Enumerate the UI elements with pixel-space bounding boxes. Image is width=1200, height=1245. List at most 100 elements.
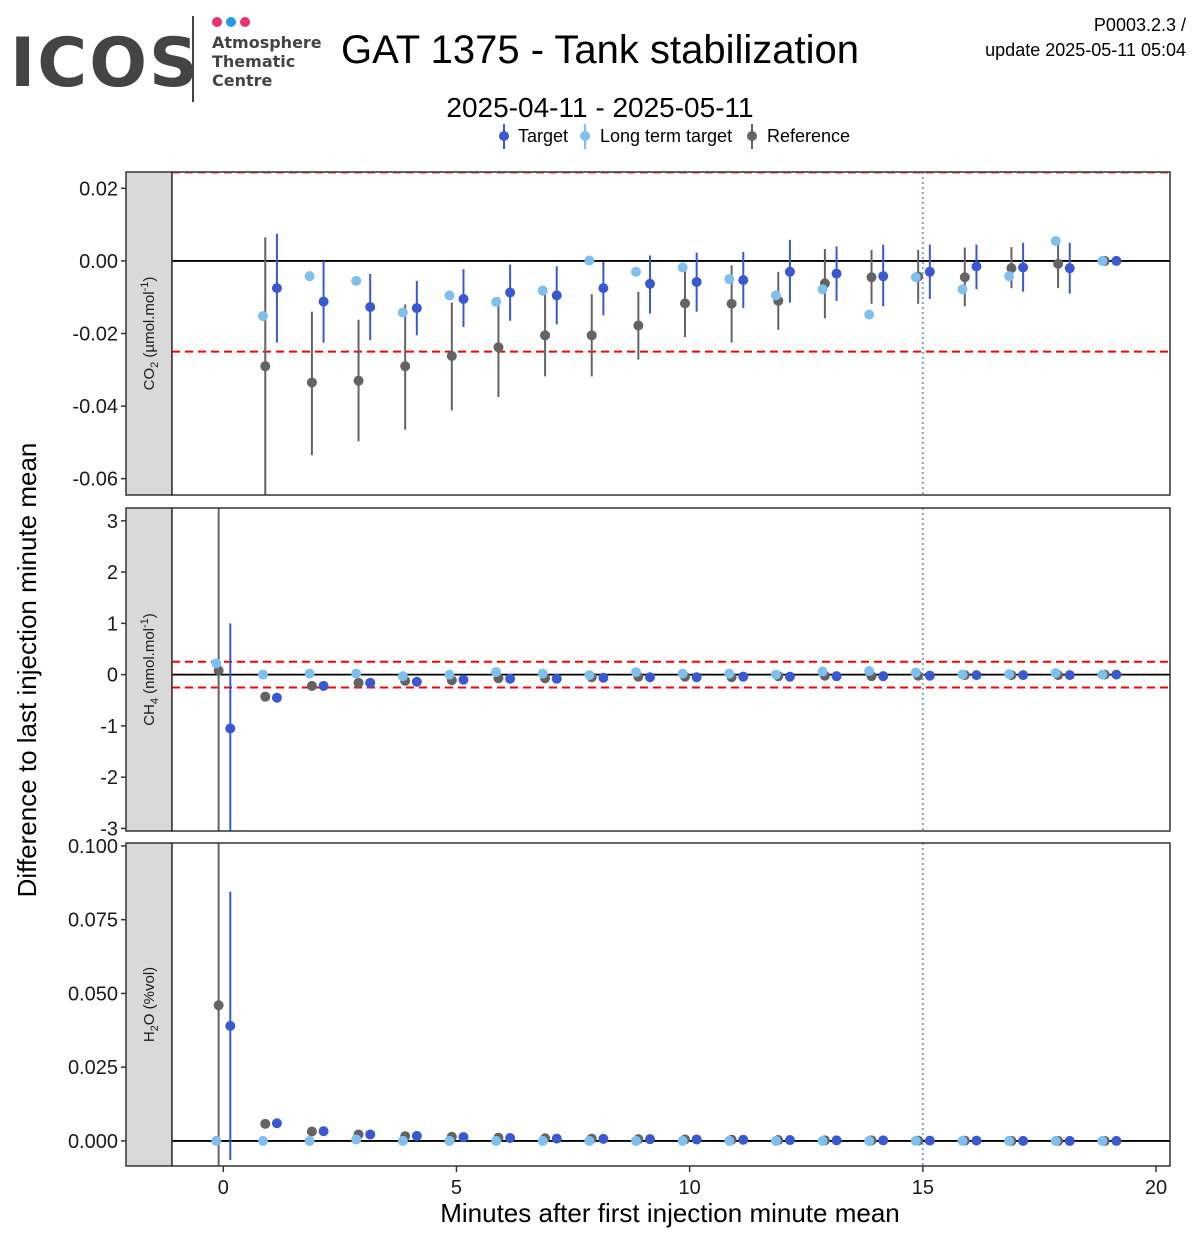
reference-point bbox=[260, 361, 271, 372]
legend-reference-dot bbox=[747, 131, 757, 141]
target-point bbox=[551, 1133, 562, 1144]
target-point bbox=[878, 671, 889, 682]
reference-point bbox=[446, 351, 457, 362]
reference-point bbox=[586, 330, 597, 341]
reference-point bbox=[493, 342, 504, 353]
y-tick-label: 0 bbox=[107, 665, 118, 687]
target-point bbox=[225, 1020, 236, 1031]
legend-reference-label: Reference bbox=[767, 126, 850, 146]
y-tick-label: 0.025 bbox=[68, 1057, 118, 1079]
target-point bbox=[784, 266, 795, 277]
y-tick-label: -0.02 bbox=[72, 324, 118, 346]
legend-target-label: Target bbox=[518, 126, 568, 146]
target-point bbox=[411, 676, 422, 687]
target-point bbox=[878, 1135, 889, 1146]
long-term-target-point bbox=[817, 666, 828, 677]
target-point bbox=[691, 672, 702, 683]
long-term-target-point bbox=[304, 1135, 315, 1146]
long-term-target-point bbox=[957, 1135, 968, 1146]
reference-point bbox=[306, 680, 317, 691]
y-tick-label: 0.00 bbox=[79, 251, 118, 273]
long-term-target-point bbox=[537, 1135, 548, 1146]
x-tick-label: 20 bbox=[1145, 1177, 1167, 1199]
long-term-target-point bbox=[1004, 1135, 1015, 1146]
long-term-target-point bbox=[491, 667, 502, 678]
reference-point bbox=[959, 272, 970, 283]
long-term-target-point bbox=[211, 1135, 222, 1146]
target-point bbox=[971, 261, 982, 272]
target-point bbox=[1018, 1135, 1029, 1146]
long-term-target-point bbox=[537, 285, 548, 296]
long-term-target-point bbox=[631, 266, 642, 277]
plot-area bbox=[172, 508, 1170, 831]
y-tick-label: -1 bbox=[100, 716, 118, 738]
target-point bbox=[271, 1118, 282, 1129]
long-term-target-point bbox=[257, 669, 268, 680]
logo-dot-2 bbox=[226, 17, 236, 27]
target-point bbox=[738, 275, 749, 286]
y-tick-label: 0.02 bbox=[79, 178, 118, 200]
long-term-target-point bbox=[631, 667, 642, 678]
long-term-target-point bbox=[724, 1135, 735, 1146]
long-term-target-point bbox=[351, 275, 362, 286]
long-term-target-point bbox=[211, 658, 222, 669]
target-point bbox=[365, 1129, 376, 1140]
strip-background bbox=[125, 842, 173, 1167]
long-term-target-point bbox=[304, 271, 315, 282]
long-term-target-point bbox=[724, 274, 735, 285]
long-term-target-point bbox=[351, 668, 362, 679]
target-point bbox=[1064, 670, 1075, 681]
target-point bbox=[831, 268, 842, 279]
target-point bbox=[691, 1134, 702, 1145]
plot-background bbox=[172, 508, 1170, 831]
reference-point bbox=[1053, 258, 1064, 269]
target-point bbox=[505, 1132, 516, 1143]
long-term-target-point bbox=[397, 671, 408, 682]
target-point bbox=[505, 673, 516, 684]
target-point bbox=[551, 673, 562, 684]
strip-label: CO2 (µmol.mol-1) bbox=[139, 277, 161, 391]
plot-area bbox=[172, 843, 1170, 1166]
plot-background bbox=[172, 843, 1170, 1166]
target-point bbox=[458, 674, 469, 685]
y-tick-label: -3 bbox=[100, 818, 118, 840]
legend-ltt-label: Long term target bbox=[600, 126, 732, 146]
long-term-target-point bbox=[257, 1135, 268, 1146]
long-term-target-point bbox=[1097, 1135, 1108, 1146]
reference-point bbox=[260, 691, 271, 702]
target-point bbox=[318, 296, 329, 307]
long-term-target-point bbox=[1097, 669, 1108, 680]
target-point bbox=[598, 672, 609, 683]
long-term-target-point bbox=[397, 307, 408, 318]
long-term-target-point bbox=[584, 1135, 595, 1146]
plot-frame bbox=[171, 507, 1171, 832]
target-point bbox=[411, 1130, 422, 1141]
y-tick-label: 2 bbox=[107, 562, 118, 584]
long-term-target-point bbox=[444, 669, 455, 680]
target-point bbox=[598, 1133, 609, 1144]
long-term-target-point bbox=[491, 1135, 502, 1146]
target-point bbox=[365, 302, 376, 313]
panel-1: CO2 (µmol.mol-1) 0.02 0.00 -0.02 -0.04 -0.06 bbox=[72, 171, 1171, 496]
reference-point bbox=[540, 330, 551, 341]
y-tick-label: 0.075 bbox=[68, 910, 118, 932]
target-point bbox=[598, 283, 609, 294]
long-term-target-point bbox=[677, 668, 688, 679]
long-term-target-point bbox=[1050, 235, 1061, 246]
target-point bbox=[878, 271, 889, 282]
reference-point bbox=[1006, 263, 1017, 274]
long-term-target-point bbox=[257, 311, 268, 322]
legend-ltt-dot bbox=[580, 131, 590, 141]
long-term-target-point bbox=[910, 1135, 921, 1146]
logo-dot-1 bbox=[212, 17, 222, 27]
logo-sub-line-2: Thematic bbox=[212, 52, 295, 71]
long-term-target-point bbox=[304, 668, 315, 679]
target-point bbox=[1064, 263, 1075, 274]
chart-subtitle: 2025-04-11 - 2025-05-11 bbox=[446, 92, 753, 123]
legend-target-dot bbox=[499, 131, 509, 141]
x-axis: 0 5 10 15 20 bbox=[218, 1166, 1167, 1199]
y-tick-label: 1 bbox=[107, 613, 118, 635]
x-tick-label: 0 bbox=[218, 1177, 229, 1199]
legend: Target Long term target Reference bbox=[499, 124, 850, 149]
target-point bbox=[318, 1126, 329, 1137]
